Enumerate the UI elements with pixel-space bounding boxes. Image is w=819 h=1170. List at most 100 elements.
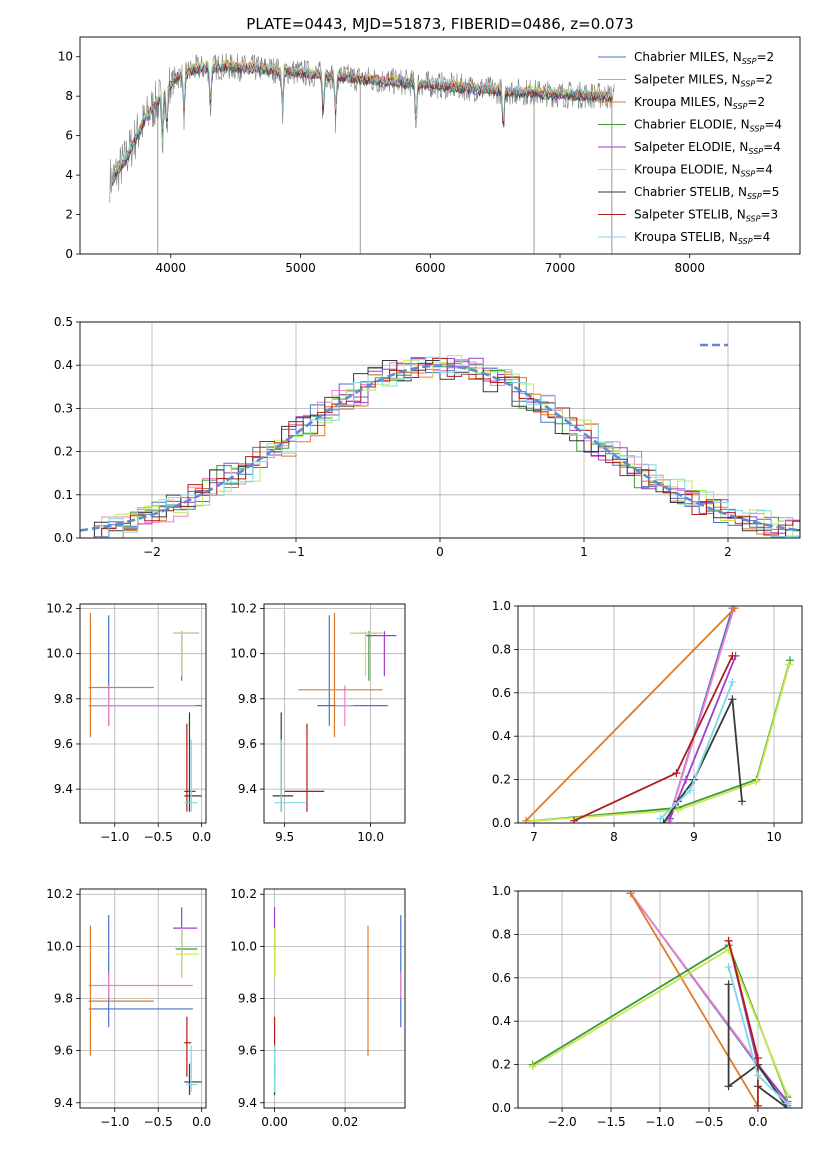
x-tick-label: −1.0 [100, 1115, 129, 1129]
mass-vs-ebv-grid [264, 889, 405, 1108]
y-tick-label: 0.2 [492, 1058, 511, 1072]
legend-entry: Salpeter STELIB, NSSP=3 [634, 208, 778, 224]
legend-entry: Salpeter MILES, NSSP=2 [634, 73, 773, 89]
legend-nssp-sub: SSP [738, 237, 753, 246]
errorbar-2 [88, 613, 154, 738]
y-tick-label: 2 [65, 208, 73, 222]
y-tick-label: 9.8 [54, 992, 73, 1006]
x-tick-label: 0.02 [332, 1115, 359, 1129]
legend-equals: = [755, 163, 765, 177]
x-tick-label: 9.5 [275, 830, 294, 844]
weight-vs-z-frame [517, 890, 803, 1109]
legend-nssp-prefix: , N [724, 163, 741, 177]
legend-nssp-value: 2 [767, 50, 775, 64]
weight-vs-z-plot-area [528, 891, 792, 1108]
legend-nssp-sub: SSP [747, 192, 762, 201]
legend-model-name: Kroupa ELODIE [634, 163, 724, 177]
legend-equals: = [755, 73, 765, 87]
legend-nssp-prefix: , N [729, 208, 746, 222]
y-tick-label: 0.4 [492, 1014, 511, 1028]
errorbar-6 [184, 1063, 202, 1095]
weight-marker [672, 769, 681, 778]
legend-model-name: Chabrier ELODIE [634, 118, 733, 132]
errorbar-3 [175, 928, 198, 978]
y-tick-label: 1.0 [492, 884, 511, 898]
y-tick-label: 9.4 [238, 1096, 257, 1110]
legend-entry: Chabrier STELIB, NSSP=5 [634, 185, 779, 201]
y-tick-label: 9.8 [238, 992, 257, 1006]
y-tick-label: 0.5 [54, 315, 73, 329]
weight-marker [753, 1071, 762, 1080]
weight-marker [730, 606, 739, 613]
x-tick-label: −2 [143, 545, 161, 559]
weight-marker [724, 936, 733, 945]
weight-marker [728, 651, 737, 660]
errorbar-5 [175, 928, 200, 978]
y-tick-label: 0.2 [492, 773, 511, 787]
x-tick-label: −0.5 [144, 1115, 173, 1129]
x-tick-label: 10 [766, 830, 781, 844]
y-tick-label: 0.8 [492, 927, 511, 941]
errorbar-6 [272, 712, 294, 812]
weight-marker [728, 677, 737, 686]
weight-line-3 [533, 660, 791, 822]
legend-nssp-prefix: , N [716, 95, 733, 109]
x-tick-label: 4000 [156, 261, 187, 275]
legend-entry: Chabrier MILES, NSSP=2 [634, 50, 774, 66]
legend-equals: = [747, 95, 757, 109]
y-tick-label: 10.2 [46, 887, 73, 901]
errorbar-3 [349, 631, 383, 681]
y-tick-label: 10.0 [230, 939, 257, 953]
weight-marker [785, 660, 794, 669]
mass-vs-z-plot-area [88, 907, 202, 1095]
legend-model-name: Chabrier MILES [634, 50, 725, 64]
weight-marker [522, 816, 530, 823]
mass-vs-z-frame [79, 888, 207, 1109]
y-tick-label: 9.6 [54, 737, 73, 751]
y-tick-label: 0.3 [54, 401, 73, 415]
weight-marker [530, 816, 538, 823]
legend-nssp-value: 4 [765, 163, 773, 177]
errorbar-2 [298, 613, 383, 738]
residuals-frame [79, 321, 801, 539]
y-tick-label: 4 [65, 168, 73, 182]
y-tick-label: 1.0 [492, 599, 511, 613]
y-tick-label: 9.8 [54, 692, 73, 706]
legend-entry: Chabrier ELODIE, NSSP=4 [634, 118, 782, 134]
weight-line-4 [669, 655, 737, 820]
y-tick-label: 0.6 [492, 971, 511, 985]
legend-entry: Kroupa ELODIE, NSSP=4 [634, 163, 773, 179]
legend-entry: Kroupa STELIB, NSSP=4 [634, 230, 770, 246]
model-spectrum-0 [112, 63, 612, 186]
panel-mass-vs-ebv: 0.00 0.02 9.4 9.6 9.8 10.0 10.2 [230, 887, 406, 1129]
errorbar-7 [284, 723, 325, 812]
errorbar-0 [88, 615, 202, 726]
y-tick-label: 8 [65, 89, 73, 103]
errorbar-5 [349, 631, 383, 677]
y-tick-label: 10.2 [46, 602, 73, 616]
weight-vs-age-frame [517, 605, 803, 824]
x-tick-label: 8 [610, 830, 618, 844]
weight-line-2 [629, 892, 759, 1107]
x-tick-label: 7000 [545, 261, 576, 275]
errorbar-1 [88, 972, 193, 999]
x-tick-label: −2.0 [547, 1115, 576, 1129]
legend-nssp-sub: SSP [746, 215, 761, 224]
weight-marker [753, 1101, 762, 1108]
legend-equals: = [764, 118, 774, 132]
weight-marker [682, 775, 690, 784]
weight-marker [659, 819, 668, 823]
legend-nssp-sub: SSP [742, 57, 757, 66]
errorbar-8 [184, 739, 198, 812]
x-tick-label: 0.0 [192, 830, 211, 844]
x-tick-label: 2 [724, 545, 732, 559]
model-spectrum-7 [112, 61, 612, 184]
legend-nssp-prefix: , N [725, 50, 742, 64]
errorbar-7 [184, 723, 196, 812]
figure-title: PLATE=0443, MJD=51873, FIBERID=0486, z=0… [246, 15, 633, 33]
legend-nssp-prefix: , N [732, 140, 749, 154]
errorbar-7 [184, 1016, 192, 1077]
weight-marker [786, 656, 794, 665]
